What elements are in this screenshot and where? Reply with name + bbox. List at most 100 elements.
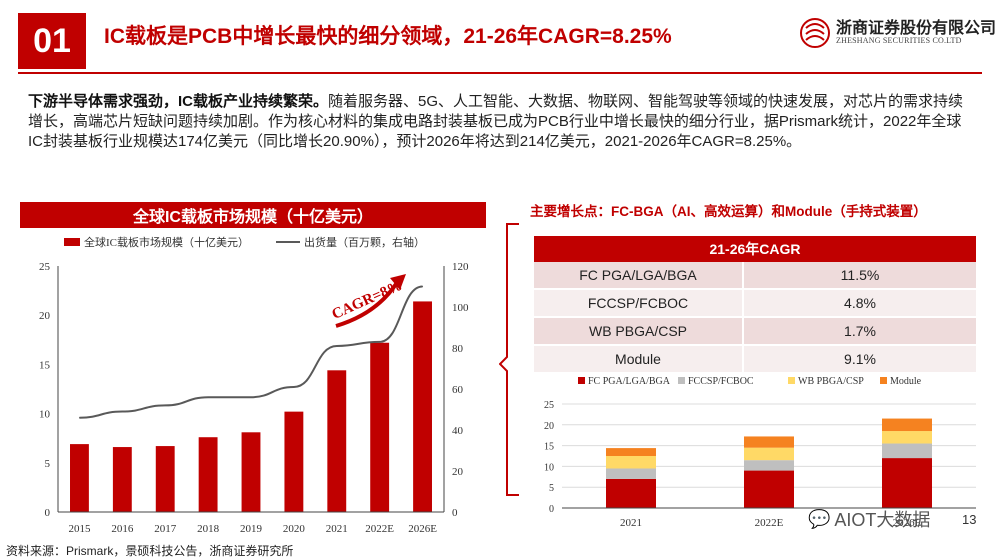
y2-tick-label: 80 — [452, 343, 464, 355]
y-tick-label: 5 — [549, 483, 554, 494]
stacked-bar-segment — [606, 448, 656, 456]
page-number: 13 — [962, 512, 977, 527]
table-row: Module 9.1% — [534, 345, 976, 374]
x-tick-label: 2020 — [283, 523, 306, 535]
wechat-icon: 💬 — [808, 508, 831, 529]
stacked-bar-segment — [744, 436, 794, 448]
left-chart-legend: 全球IC载板市场规模（十亿美元） 出货量（百万颗，右轴） — [64, 235, 425, 249]
stacked-bar-segment — [882, 458, 932, 508]
page-title: IC载板是PCB中增长最快的细分领域，21-26年CAGR=8.25% — [104, 25, 672, 48]
bar — [198, 437, 218, 512]
x-tick-label: 2022E — [365, 523, 394, 535]
logo-name-en: ZHESHANG SECURITIES CO.LTD — [836, 36, 962, 45]
shipment-point — [78, 417, 80, 419]
y-tick-label: 0 — [45, 507, 51, 519]
bar — [284, 411, 304, 512]
table-cell-cagr: 11.5% — [743, 262, 976, 290]
y-tick-label: 15 — [39, 359, 51, 371]
watermark: 💬 AIOT大数据 — [808, 506, 930, 532]
shipment-point — [379, 341, 381, 343]
y2-tick-label: 100 — [452, 302, 469, 314]
x-tick-label: 2026E — [893, 517, 922, 529]
shipment-point — [336, 345, 338, 347]
stacked-bar-segment — [606, 468, 656, 479]
x-tick-label: 2016 — [111, 523, 134, 535]
table-row: WB PBGA/CSP 1.7% — [534, 317, 976, 346]
shipment-point — [250, 396, 252, 398]
growth-heading: 主要增长点：FC-BGA（AI、高效运算）和Module（手持式装置） — [530, 204, 927, 219]
stacked-bar-segment — [606, 456, 656, 469]
market-size-chart: 全球IC载板市场规模（十亿美元） 出货量（百万颗，右轴） 0 5 10 15 20 25 0… — [39, 235, 469, 535]
x-tick-label: 2026E — [408, 523, 437, 535]
stacked-bar-segment — [744, 470, 794, 508]
y2-tick-label: 20 — [452, 466, 464, 478]
x-tick-label: 2015 — [68, 523, 91, 535]
bar — [70, 444, 89, 512]
y-tick-label: 0 — [549, 504, 554, 515]
table-cell-cagr: 4.8% — [743, 289, 976, 318]
section-number: 01 — [18, 13, 86, 69]
left-chart-banner: 全球IC载板市场规模（十亿美元） — [20, 202, 486, 228]
cagr-table-header: 21-26年CAGR — [534, 236, 976, 262]
legend-label-shipments: 出货量（百万颗，右轴） — [304, 235, 425, 249]
segment-stacked-chart: FC PGA/LGA/BGA FCCSP/FCBOC WB PBGA/CSP Modu… — [544, 376, 976, 529]
table-cell-segment: WB PBGA/CSP — [534, 317, 744, 346]
x-tick-label: 2021 — [620, 517, 642, 529]
legend-swatch-market-size — [64, 238, 80, 246]
legend-swatch — [880, 377, 887, 384]
x-tick-label: 2022E — [755, 517, 784, 529]
stacked-bar-segment — [882, 418, 932, 432]
legend-label: FC PGA/LGA/BGA — [588, 376, 671, 387]
intro-lead: 下游半导体需求强劲，IC载板产业持续繁荣。 — [28, 93, 329, 110]
legend-swatch — [578, 377, 585, 384]
cagr-annotation: CAGR=8% — [330, 274, 406, 328]
y-tick-label: 15 — [544, 442, 554, 453]
bar — [370, 342, 390, 512]
x-tick-label: 2018 — [197, 523, 220, 535]
table-cell-cagr: 1.7% — [743, 317, 976, 346]
x-tick-label: 2021 — [326, 523, 348, 535]
y-tick-label: 5 — [45, 458, 51, 470]
shipment-point — [207, 396, 209, 398]
y-tick-label: 10 — [39, 409, 51, 421]
intro-body: 随着服务器、5G、人工智能、大数据、物联网、智能驾驶等领域的快速发展，对芯片的需… — [28, 93, 964, 150]
logo-mark-icon — [800, 18, 830, 48]
shipment-point — [293, 386, 295, 388]
bar — [112, 447, 132, 512]
table-cell-segment: Module — [534, 345, 744, 374]
intro-paragraph: 下游半导体需求强劲，IC载板产业持续繁荣。随着服务器、5G、人工智能、大数据、物… — [28, 92, 976, 152]
cagr-label: CAGR=8% — [330, 278, 405, 323]
company-logo — [800, 18, 830, 48]
table-row: FCCSP/FCBOC 4.8% — [534, 289, 976, 318]
stacked-bar-segment — [882, 431, 932, 444]
stacked-bar-segment — [744, 460, 794, 471]
y-tick-label: 25 — [544, 400, 554, 411]
stacked-bar-segment — [744, 447, 794, 461]
shipment-point — [121, 411, 123, 413]
table-row: FC PGA/LGA/BGA 11.5% — [534, 262, 976, 290]
y-tick-label: 20 — [544, 421, 554, 432]
header-divider — [18, 72, 982, 74]
y-tick-label: 25 — [39, 261, 51, 273]
y2-tick-label: 0 — [452, 507, 458, 519]
table-cell-segment: FC PGA/LGA/BGA — [534, 262, 744, 290]
callout-bracket — [499, 223, 519, 496]
legend-label: WB PBGA/CSP — [798, 376, 864, 387]
x-tick-label: 2017 — [154, 523, 177, 535]
cagr-table: 21-26年CAGR FC PGA/LGA/BGA 11.5% FCCSP/FC… — [534, 236, 976, 374]
stacked-bar-segment — [606, 478, 656, 508]
legend-label: Module — [890, 376, 922, 387]
y-tick-label: 10 — [544, 462, 554, 473]
bar — [155, 446, 175, 512]
legend-swatch — [678, 377, 685, 384]
shipment-point — [422, 286, 424, 287]
y2-tick-label: 120 — [452, 261, 469, 273]
x-tick-label: 2019 — [240, 523, 263, 535]
source-note: 资料来源：Prismark，景硕科技公告，浙商证券研究所 — [6, 544, 294, 558]
table-cell-cagr: 9.1% — [743, 345, 976, 374]
y-tick-label: 20 — [39, 310, 51, 322]
bar — [327, 370, 347, 512]
right-chart-legend: FC PGA/LGA/BGA FCCSP/FCBOC WB PBGA/CSP Modu… — [578, 376, 922, 387]
shipment-line — [79, 285, 423, 419]
y2-tick-label: 40 — [452, 425, 464, 437]
